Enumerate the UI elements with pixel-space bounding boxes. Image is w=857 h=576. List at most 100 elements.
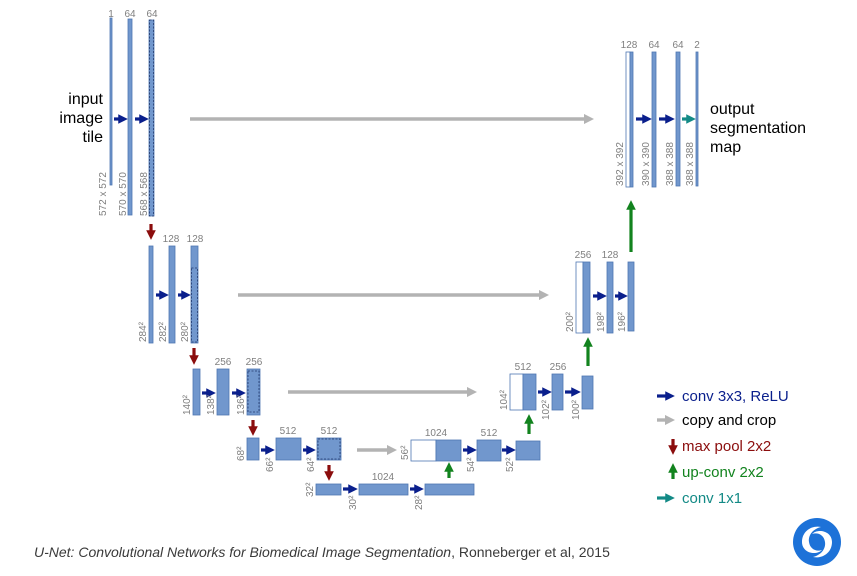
- feature-map-d4-conv2: [515, 440, 541, 461]
- channel-labels: 1 64 64 128 128 256 256 512 512 1024 102…: [108, 9, 700, 483]
- size-label: 32²: [305, 482, 316, 497]
- channel-label: 128: [163, 234, 180, 245]
- channel-label: 2: [694, 40, 700, 51]
- channel-label: 256: [246, 357, 263, 368]
- output-map: [695, 51, 699, 187]
- channel-label: 256: [215, 357, 232, 368]
- size-label: 64²: [306, 457, 317, 472]
- channel-label: 512: [515, 362, 532, 373]
- legend-label-upconv: up-conv 2x2: [682, 464, 764, 481]
- caption-citation: , Ronneberger et al, 2015: [451, 544, 610, 560]
- input-label-line: tile: [83, 129, 104, 146]
- crop-region-l3: [247, 370, 260, 413]
- upconv-map-d1: [629, 51, 634, 188]
- size-label: 572 x 572: [98, 172, 109, 216]
- feature-map-l5-conv2: [424, 483, 475, 496]
- feature-map-l5-pool: [315, 483, 342, 496]
- channel-label: 256: [575, 250, 592, 261]
- size-label: 568 x 568: [139, 172, 150, 216]
- size-label: 138²: [206, 394, 217, 415]
- size-label: 104²: [499, 389, 510, 410]
- feature-map-l1-conv1: [127, 18, 133, 216]
- feature-map-d1-conv1: [651, 51, 657, 188]
- channel-label: 64: [648, 40, 660, 51]
- legend-label-conv1x1: conv 1x1: [682, 490, 742, 507]
- conv-arrows: [114, 114, 675, 494]
- size-label: 140²: [182, 394, 193, 415]
- feature-map-l5-conv1: [358, 483, 409, 496]
- output-label-line: segmentation: [710, 120, 806, 137]
- copied-map-d2: [575, 261, 584, 334]
- legend-label-pool: max pool 2x2: [682, 438, 771, 455]
- channel-label: 512: [321, 426, 338, 437]
- size-label: 282²: [158, 321, 169, 342]
- output-label: output segmentation map: [710, 101, 806, 156]
- feature-map-d3-conv1: [551, 373, 564, 411]
- size-label: 198²: [596, 311, 607, 332]
- crop-region-l2: [191, 267, 198, 343]
- feature-map-l4-pool: [246, 437, 260, 461]
- feature-map-d4-conv1: [476, 439, 502, 462]
- channel-label: 64: [146, 9, 158, 20]
- input-label-line: input: [68, 91, 103, 108]
- feature-map-l3-conv1: [216, 368, 230, 416]
- size-label: 136²: [236, 394, 247, 415]
- size-label: 30²: [348, 495, 359, 510]
- channel-label: 64: [124, 9, 136, 20]
- channel-label: 128: [187, 234, 204, 245]
- size-label: 392 x 392: [615, 142, 626, 186]
- size-labels: 572 x 572 570 x 570 568 x 568 284² 282² …: [98, 142, 696, 510]
- feature-map-l4-conv2: [316, 437, 342, 461]
- maxpool-arrows: [146, 224, 334, 481]
- channel-label: 512: [280, 426, 297, 437]
- copied-map-d4: [410, 439, 437, 462]
- crop-region-l4: [317, 438, 341, 460]
- size-label: 388 x 388: [665, 142, 676, 186]
- feature-map-d3-conv2: [581, 375, 594, 410]
- output-label-line: map: [710, 139, 741, 156]
- upconv-map-d4: [435, 439, 462, 462]
- channel-label: 128: [602, 250, 619, 261]
- size-label: 200²: [565, 311, 576, 332]
- crop-region-l1: [149, 19, 154, 217]
- copied-map-d1: [625, 51, 631, 188]
- size-label: 68²: [236, 446, 247, 461]
- feature-maps: [109, 17, 699, 496]
- feature-map-l3-pool: [192, 368, 201, 416]
- size-label: 280²: [180, 321, 191, 342]
- size-label: 284²: [138, 321, 149, 342]
- feature-map-l2-pool: [148, 245, 154, 344]
- upconv-arrows: [444, 200, 636, 478]
- feature-map-l2-conv2: [190, 245, 199, 344]
- channel-label: 64: [672, 40, 684, 51]
- copied-map-d3: [509, 373, 524, 411]
- feature-map-l1-input: [109, 17, 113, 186]
- size-label: 28²: [414, 495, 425, 510]
- swirl-logo-icon: [793, 518, 841, 566]
- size-label: 570 x 570: [118, 172, 129, 216]
- channel-label: 512: [481, 428, 498, 439]
- size-label: 54²: [466, 457, 477, 472]
- feature-map-d1-conv2: [675, 51, 681, 187]
- copy-arrows: [190, 113, 595, 456]
- output-label-line: output: [710, 101, 755, 118]
- size-label: 196²: [617, 311, 628, 332]
- size-label: 102²: [541, 399, 552, 420]
- figure-caption: U-Net: Convolutional Networks for Biomed…: [34, 544, 610, 560]
- size-label: 100²: [571, 399, 582, 420]
- upconv-map-d2: [582, 261, 591, 334]
- caption-paper-title: U-Net: Convolutional Networks for Biomed…: [34, 544, 452, 560]
- channel-label: 1024: [372, 472, 395, 483]
- size-label: 66²: [265, 457, 276, 472]
- size-label: 388 x 388: [685, 142, 696, 186]
- legend-label-copy: copy and crop: [682, 412, 776, 429]
- feature-map-l3-conv2: [246, 368, 261, 416]
- upconv-map-d3: [522, 373, 537, 411]
- channel-label: 1: [108, 9, 114, 20]
- feature-map-d2-conv1: [606, 261, 614, 334]
- input-label: input image tile: [59, 91, 103, 146]
- size-label: 56²: [400, 445, 411, 460]
- channel-label: 256: [550, 362, 567, 373]
- feature-map-l4-conv1: [275, 437, 302, 461]
